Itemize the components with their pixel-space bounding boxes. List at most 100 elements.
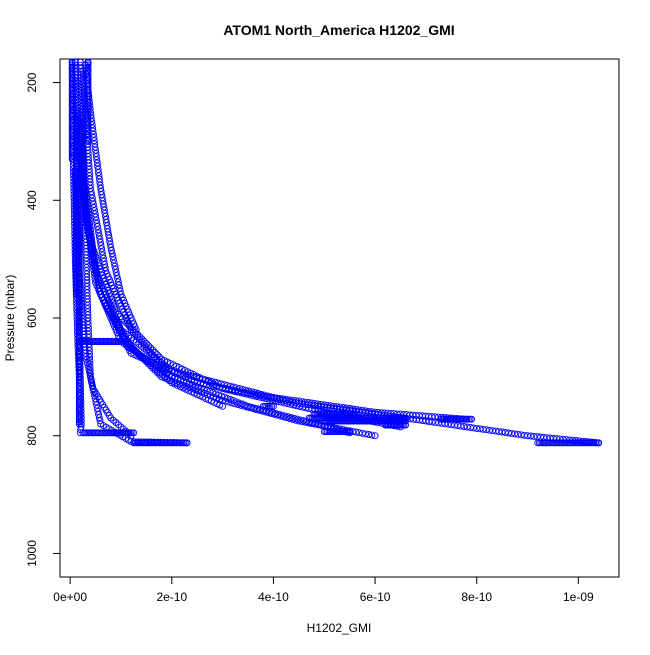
data-point <box>327 402 335 410</box>
data-point <box>134 331 142 338</box>
data-point <box>520 431 528 439</box>
data-point <box>274 411 281 419</box>
y-tick-label: 400 <box>25 190 39 210</box>
x-tick-label: 2e-10 <box>156 590 187 604</box>
data-point <box>112 269 120 276</box>
data-point <box>84 321 92 328</box>
data-point <box>121 317 129 325</box>
data-point <box>530 432 538 440</box>
data-point <box>524 432 531 440</box>
data-point <box>219 385 227 393</box>
data-point <box>293 402 300 410</box>
data-point <box>298 418 306 426</box>
data-point <box>228 399 236 407</box>
data-point <box>280 399 288 407</box>
data-point <box>95 175 103 183</box>
data-point <box>86 369 94 377</box>
data-point <box>108 250 116 258</box>
chart-title: ATOM1 North_America H1202_GMI <box>223 22 454 38</box>
data-point <box>123 319 131 327</box>
data-point <box>86 370 94 378</box>
data-point <box>91 210 99 218</box>
data-point <box>115 281 123 289</box>
data-point <box>165 377 173 385</box>
data-point <box>94 407 102 415</box>
data-point <box>95 411 103 418</box>
data-point <box>144 358 152 366</box>
data-point <box>88 191 96 199</box>
data-point <box>151 364 159 372</box>
y-tick-label: 1000 <box>25 540 39 567</box>
data-point <box>151 349 159 356</box>
data-point <box>87 185 94 192</box>
data-point <box>362 430 369 438</box>
data-point <box>88 194 96 202</box>
y-tick-label: 600 <box>25 308 39 328</box>
data-point <box>94 162 102 170</box>
data-point <box>137 352 145 360</box>
data-point <box>346 428 354 436</box>
data-point <box>88 118 96 125</box>
data-point <box>99 254 107 262</box>
data-points <box>68 58 603 447</box>
data-point <box>96 178 104 186</box>
data-point <box>82 353 90 360</box>
data-point <box>132 326 140 334</box>
data-point <box>147 344 155 352</box>
data-point <box>93 159 101 167</box>
data-point <box>142 356 149 364</box>
data-point <box>149 346 157 354</box>
data-point <box>255 406 263 414</box>
data-point <box>237 389 245 397</box>
data-point <box>498 428 506 436</box>
data-point <box>262 395 270 403</box>
data-point <box>85 227 93 235</box>
data-point <box>116 284 124 292</box>
data-point <box>482 426 490 434</box>
data-point <box>253 393 260 400</box>
data-point <box>110 259 118 267</box>
data-point <box>95 414 103 422</box>
data-point <box>595 439 603 447</box>
data-point <box>86 372 94 380</box>
data-point <box>87 237 95 245</box>
data-point <box>75 420 83 428</box>
data-point <box>114 278 122 286</box>
data-point <box>277 398 285 406</box>
data-point <box>511 430 519 438</box>
data-point <box>92 216 100 224</box>
data-point <box>295 417 303 425</box>
data-point <box>226 382 234 390</box>
data-point <box>283 400 291 408</box>
data-point <box>84 324 92 332</box>
data-point <box>174 369 182 377</box>
data-point <box>120 338 127 345</box>
data-point <box>246 404 254 412</box>
data-point <box>197 388 205 396</box>
data-point <box>88 246 96 254</box>
data-point <box>103 284 111 291</box>
data-point <box>265 395 273 403</box>
data-point <box>116 313 124 321</box>
data-point <box>90 256 98 264</box>
data-point <box>365 407 373 415</box>
data-point <box>252 406 260 413</box>
data-point <box>210 393 217 401</box>
x-axis: 0e+00 2e-10 4e-10 6e-10 8e-10 1e-09 <box>53 576 594 604</box>
data-point <box>217 380 225 388</box>
data-point <box>84 135 92 143</box>
data-point <box>88 378 96 386</box>
x-tick-label: 0e+00 <box>53 590 87 604</box>
data-point <box>96 417 104 425</box>
data-point <box>508 429 516 437</box>
data-point <box>91 392 99 400</box>
data-point <box>153 351 161 359</box>
data-point <box>234 401 242 408</box>
data-point <box>314 400 322 408</box>
data-point <box>109 253 117 261</box>
data-point <box>156 353 163 361</box>
data-point <box>98 245 106 253</box>
data-point <box>269 402 277 410</box>
data-point <box>95 172 103 180</box>
data-point <box>118 315 126 323</box>
